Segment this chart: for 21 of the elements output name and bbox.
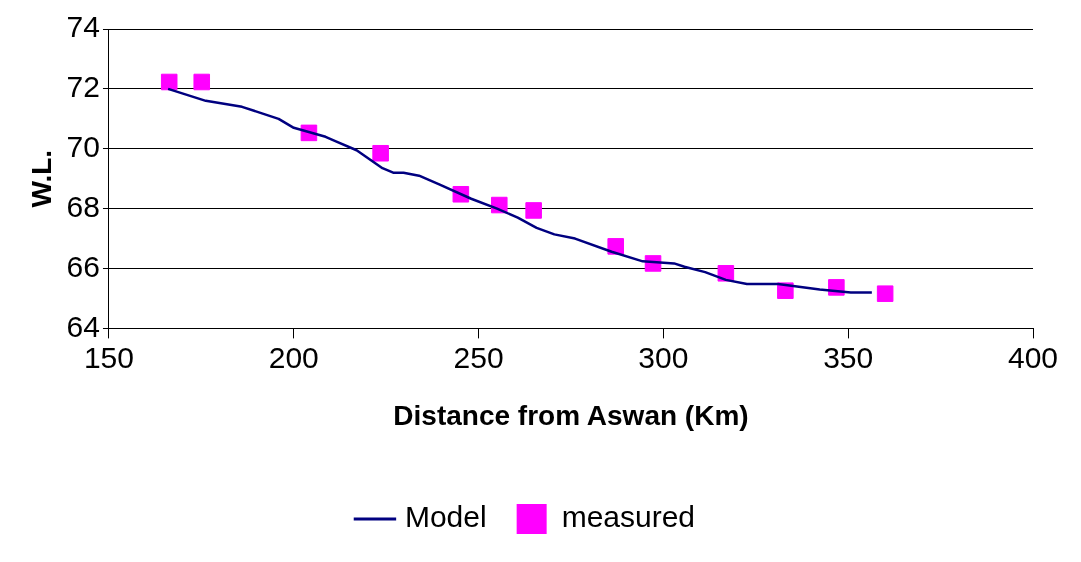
x-tick-label: 350	[823, 340, 874, 374]
x-tick-label: 400	[1007, 340, 1059, 374]
y-axis-title: W.L.	[25, 149, 57, 208]
point	[193, 73, 211, 91]
y-tick-label: 70	[66, 130, 100, 164]
y-tick-label: 66	[66, 249, 100, 283]
point	[525, 202, 542, 219]
point	[160, 73, 178, 91]
x-tick-label: 250	[453, 340, 504, 374]
y-tick-label: 64	[66, 309, 100, 343]
x-axis-title: Distance from Aswan (Km)	[393, 399, 749, 431]
y-tick-label: 74	[66, 10, 100, 44]
y-tick-label: 72	[66, 70, 100, 104]
legend-label: measured	[561, 500, 696, 534]
point	[876, 285, 894, 302]
legend-label: Model	[404, 500, 487, 534]
point	[372, 144, 389, 162]
x-tick-label: 300	[638, 340, 689, 374]
y-tick-label: 68	[66, 189, 100, 223]
x-tick-label: 150	[83, 340, 134, 374]
x-tick-label: 200	[268, 340, 319, 374]
